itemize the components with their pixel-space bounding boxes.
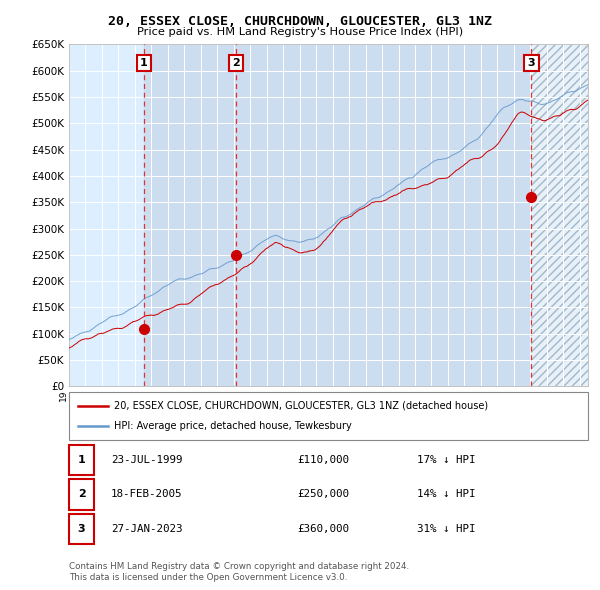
Bar	[532, 44, 588, 386]
Text: 3: 3	[78, 524, 85, 534]
Text: HPI: Average price, detached house, Tewkesbury: HPI: Average price, detached house, Tewk…	[114, 421, 352, 431]
Text: 3: 3	[527, 58, 535, 68]
Text: 2: 2	[78, 490, 85, 499]
Bar	[236, 44, 532, 386]
Text: 17% ↓ HPI: 17% ↓ HPI	[417, 455, 475, 465]
Text: Price paid vs. HM Land Registry's House Price Index (HPI): Price paid vs. HM Land Registry's House …	[137, 27, 463, 37]
Text: 2: 2	[232, 58, 239, 68]
Text: 1: 1	[140, 58, 148, 68]
Text: 18-FEB-2005: 18-FEB-2005	[111, 490, 182, 499]
Text: £250,000: £250,000	[297, 490, 349, 499]
Text: 31% ↓ HPI: 31% ↓ HPI	[417, 524, 475, 534]
Text: £110,000: £110,000	[297, 455, 349, 465]
Text: 1: 1	[78, 455, 85, 465]
Bar	[144, 44, 236, 386]
Text: 14% ↓ HPI: 14% ↓ HPI	[417, 490, 475, 499]
Text: 20, ESSEX CLOSE, CHURCHDOWN, GLOUCESTER, GL3 1NZ (detached house): 20, ESSEX CLOSE, CHURCHDOWN, GLOUCESTER,…	[114, 401, 488, 411]
Text: This data is licensed under the Open Government Licence v3.0.: This data is licensed under the Open Gov…	[69, 573, 347, 582]
Text: 23-JUL-1999: 23-JUL-1999	[111, 455, 182, 465]
Text: £360,000: £360,000	[297, 524, 349, 534]
Text: 27-JAN-2023: 27-JAN-2023	[111, 524, 182, 534]
Text: Contains HM Land Registry data © Crown copyright and database right 2024.: Contains HM Land Registry data © Crown c…	[69, 562, 409, 571]
Text: 20, ESSEX CLOSE, CHURCHDOWN, GLOUCESTER, GL3 1NZ: 20, ESSEX CLOSE, CHURCHDOWN, GLOUCESTER,…	[108, 15, 492, 28]
